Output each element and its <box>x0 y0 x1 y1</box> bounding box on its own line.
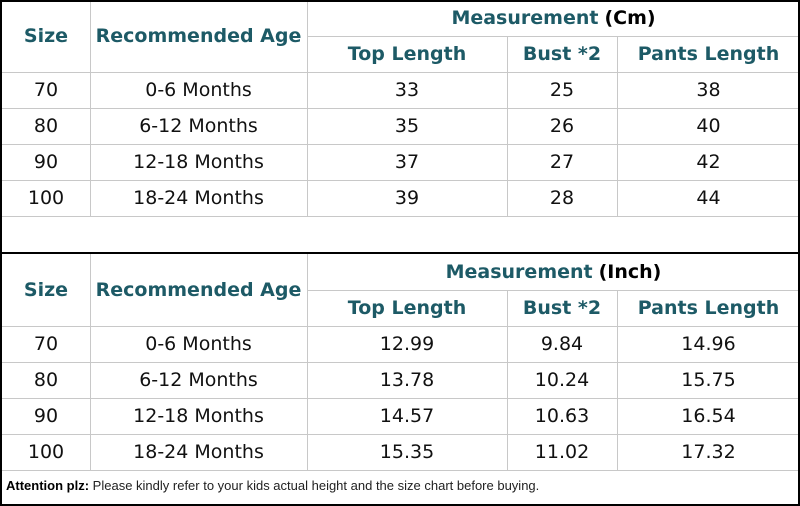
cell: 33 <box>394 79 420 101</box>
note: Attention plz: Please kindly refer to yo… <box>6 478 539 493</box>
cell: 17.32 <box>681 441 736 463</box>
cell: 35 <box>394 115 420 137</box>
grid-line <box>307 36 798 37</box>
cell: 13.78 <box>379 369 435 391</box>
grid-line <box>507 36 508 216</box>
cell: 15.75 <box>681 369 736 391</box>
column-header: Bust *2 <box>522 297 602 319</box>
cell: 38 <box>696 79 721 101</box>
cell: 40 <box>696 115 721 137</box>
cell: 80 <box>33 115 59 137</box>
cell: 14.96 <box>681 333 736 355</box>
cell: 12-18 Months <box>133 405 264 427</box>
grid-line <box>2 216 798 217</box>
grid-line <box>90 2 91 216</box>
grid-line <box>2 72 798 73</box>
column-header: Top Length <box>347 297 467 319</box>
unit: (Inch) <box>598 261 662 283</box>
cell: 100 <box>27 187 65 209</box>
cell: 11.02 <box>534 441 590 463</box>
cell: 10.63 <box>534 405 590 427</box>
grid-line <box>2 180 798 181</box>
separator <box>2 252 798 254</box>
column-header: Pants Length <box>637 297 780 319</box>
grid-line <box>2 470 798 471</box>
grid-line <box>307 2 308 216</box>
cell: 80 <box>33 369 59 391</box>
cell: 26 <box>549 115 575 137</box>
size-header: Size <box>23 279 69 301</box>
note-label: Attention plz: <box>6 478 90 493</box>
cell: 6-12 Months <box>139 115 258 137</box>
cell: 12-18 Months <box>133 151 264 173</box>
cell: 90 <box>33 405 59 427</box>
cell: 9.84 <box>540 333 584 355</box>
age-header: Recommended Age <box>95 279 302 301</box>
grid-line <box>2 326 798 327</box>
cell: 70 <box>33 333 59 355</box>
cell: 0-6 Months <box>145 333 252 355</box>
cell: 37 <box>394 151 420 173</box>
unit: (Cm) <box>604 7 656 29</box>
cell: 0-6 Months <box>145 79 252 101</box>
age-header: Recommended Age <box>95 25 302 47</box>
cell: 16.54 <box>681 405 736 427</box>
grid-line <box>617 290 618 470</box>
grid-line <box>90 254 91 470</box>
group-title: Measurement <box>451 7 599 29</box>
cell: 6-12 Months <box>139 369 258 391</box>
grid-line <box>2 108 798 109</box>
grid-line <box>617 36 618 216</box>
grid-line <box>2 362 798 363</box>
column-header: Bust *2 <box>522 43 602 65</box>
column-header: Top Length <box>347 43 467 65</box>
column-header: Pants Length <box>637 43 780 65</box>
cell: 25 <box>549 79 575 101</box>
cell: 10.24 <box>534 369 590 391</box>
cell: 12.99 <box>379 333 435 355</box>
cell: 70 <box>33 79 59 101</box>
cell: 28 <box>549 187 575 209</box>
cell: 100 <box>27 441 65 463</box>
grid-line <box>2 144 798 145</box>
group-header: Measurement (Cm) <box>307 2 798 36</box>
grid-line <box>307 254 308 470</box>
cell: 15.35 <box>379 441 435 463</box>
group-title: Measurement <box>445 261 593 283</box>
cell: 39 <box>394 187 420 209</box>
size-header: Size <box>23 25 69 47</box>
cell: 18-24 Months <box>133 441 264 463</box>
cell: 18-24 Months <box>133 187 264 209</box>
note-text: Please kindly refer to your kids actual … <box>92 478 540 493</box>
grid-line <box>2 434 798 435</box>
cell: 14.57 <box>379 405 435 427</box>
grid-line <box>2 398 798 399</box>
cell: 27 <box>549 151 575 173</box>
cell: 90 <box>33 151 59 173</box>
grid-line <box>507 290 508 470</box>
cell: 42 <box>696 151 721 173</box>
grid-line <box>307 290 798 291</box>
cell: 44 <box>696 187 721 209</box>
group-header: Measurement (Inch) <box>307 254 798 290</box>
